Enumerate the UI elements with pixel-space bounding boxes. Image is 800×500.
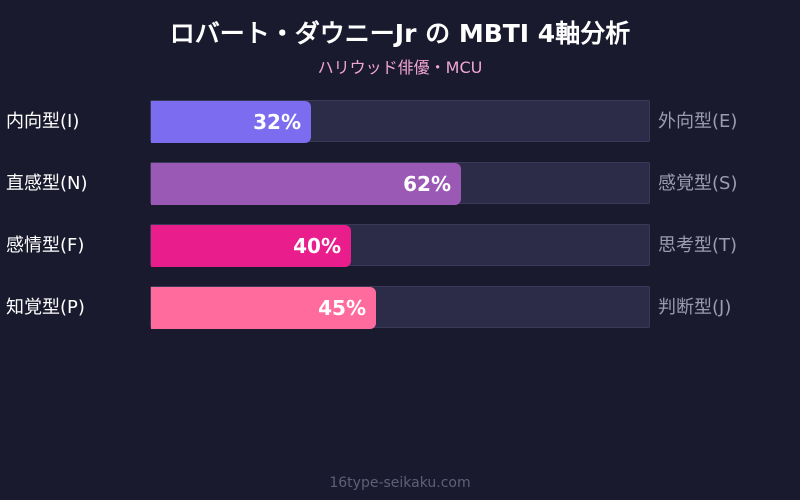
- opposite-category-label: 思考型(T): [658, 235, 738, 256]
- bar-track: 40%: [150, 224, 650, 267]
- bar-row: 直感型(N) 62% 感覚型(S): [0, 162, 800, 206]
- bar: 32%: [151, 101, 311, 143]
- category-label: 感情型(F): [6, 235, 85, 256]
- bar: 62%: [151, 163, 461, 205]
- bar: 40%: [151, 225, 351, 267]
- bar-track: 32%: [150, 100, 650, 143]
- bar: 45%: [151, 287, 376, 329]
- opposite-category-label: 外向型(E): [658, 111, 738, 132]
- bar-row: 内向型(I) 32% 外向型(E): [0, 100, 800, 144]
- category-label: 内向型(I): [6, 111, 80, 132]
- bar-row: 感情型(F) 40% 思考型(T): [0, 224, 800, 268]
- chart-subtitle: ハリウッド俳優・MCU: [317, 58, 483, 77]
- bar-track: 45%: [150, 286, 650, 329]
- bar-value-label: 40%: [293, 234, 341, 258]
- bar-track: 62%: [150, 162, 650, 205]
- footer-source: 16type-seikaku.com: [329, 475, 471, 491]
- bar-value-label: 62%: [403, 172, 451, 196]
- chart-title: ロバート・ダウニーJr の MBTI 4軸分析: [169, 19, 631, 48]
- bar-value-label: 45%: [318, 296, 366, 320]
- category-label: 知覚型(P): [6, 297, 85, 318]
- opposite-category-label: 感覚型(S): [658, 173, 738, 194]
- bar-row: 知覚型(P) 45% 判断型(J): [0, 286, 800, 330]
- category-label: 直感型(N): [6, 173, 88, 194]
- bar-value-label: 32%: [253, 110, 301, 134]
- opposite-category-label: 判断型(J): [658, 297, 732, 318]
